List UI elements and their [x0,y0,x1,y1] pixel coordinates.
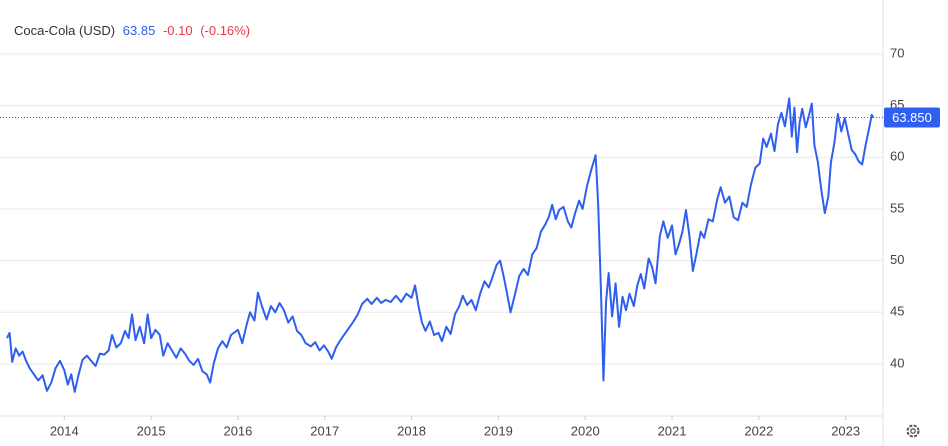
symbol-name: Coca-Cola (USD) [14,23,115,38]
y-tick-label: 50 [890,252,904,267]
y-tick-label: 40 [890,355,904,370]
price-change-pct: (-0.16%) [200,23,250,38]
last-price: 63.85 [123,23,156,38]
x-tick-label: 2023 [831,423,860,438]
y-tick-label: 45 [890,304,904,319]
x-tick-label: 2021 [658,423,687,438]
x-tick-label: 2016 [223,423,252,438]
y-tick-label: 55 [890,200,904,215]
x-tick-label: 2019 [484,423,513,438]
x-tick-label: 2022 [744,423,773,438]
settings-icon[interactable] [906,424,920,438]
x-tick-label: 2017 [310,423,339,438]
header: Coca-Cola (USD) 63.85 -0.10 (-0.16%) [14,23,250,38]
x-tick-label: 2015 [137,423,166,438]
x-tick-label: 2018 [397,423,426,438]
x-tick-label: 2014 [50,423,79,438]
price-line [6,97,875,393]
y-tick-label: 70 [890,45,904,60]
x-tick-label: 2020 [571,423,600,438]
last-price-tag-label: 63.850 [892,110,932,125]
price-change: -0.10 [163,23,193,38]
last-price-tag [884,107,940,128]
grid [0,53,883,365]
y-tick-label: 60 [890,149,904,164]
